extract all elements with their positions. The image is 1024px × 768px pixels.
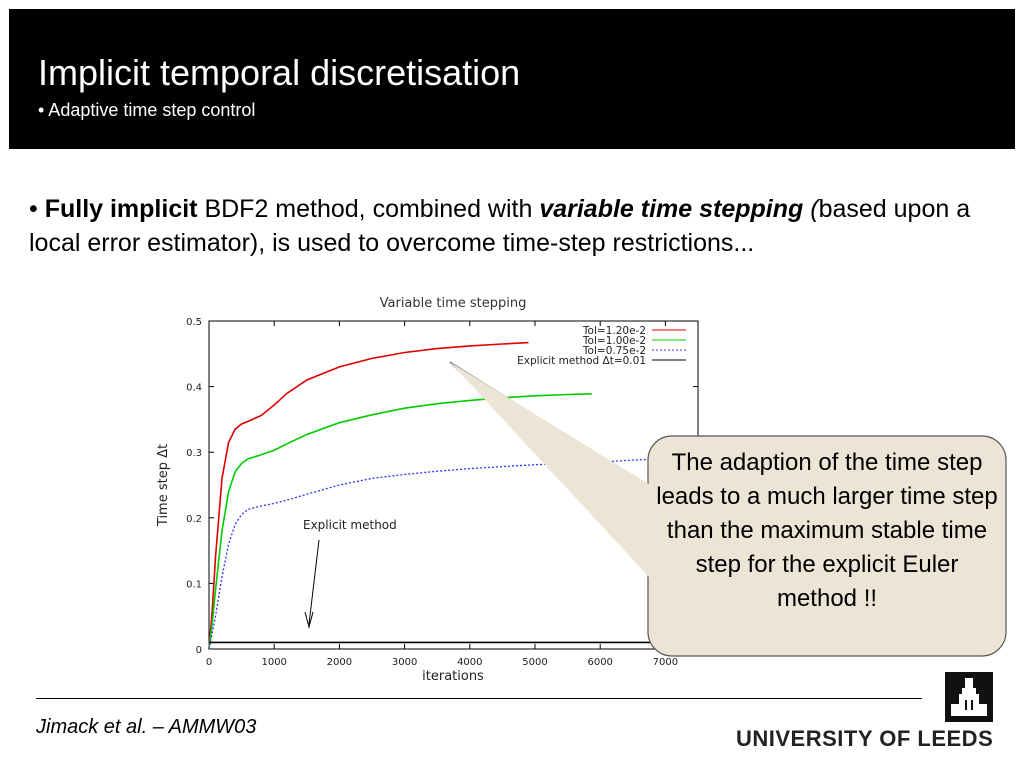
- bullet-bolditalic: variable time stepping: [539, 195, 804, 223]
- y-tick-label: 0.3: [186, 448, 202, 459]
- footer-rule: [36, 698, 922, 699]
- bullet-text-1: BDF2 method, combined with: [197, 195, 540, 223]
- university-logo-icon: [945, 672, 993, 722]
- footer-citation: Jimack et al. – AMMW03: [36, 716, 257, 738]
- bullet-paren: (: [803, 195, 819, 223]
- y-axis-label: Time step Δt: [156, 444, 171, 527]
- x-tick-label: 2000: [327, 657, 352, 668]
- title-bar: [9, 9, 1015, 149]
- x-tick-label: 0: [206, 657, 212, 668]
- legend-label: Tol=0.75e-2: [582, 345, 646, 357]
- y-tick-label: 0.1: [186, 579, 202, 590]
- legend-label: Tol=1.20e-2: [582, 325, 646, 337]
- callout-text: The adaption of the time step leads to a…: [656, 449, 998, 612]
- variable-time-stepping-chart: Variable time stepping 0 1000 2000 3000 4000…: [156, 296, 1007, 684]
- y-tick-label: 0.2: [186, 514, 202, 525]
- bullet-text-3: based upon a local error estimator), is …: [29, 195, 971, 257]
- university-name: UNIVERSITY OF LEEDS: [736, 726, 994, 751]
- x-tick-label: 3000: [392, 657, 417, 668]
- x-tick-label: 5000: [522, 657, 547, 668]
- annotation-arrow: [304, 539, 320, 629]
- bullet-marker: •: [29, 195, 45, 223]
- series-line-3: [208, 456, 692, 650]
- y-tick-label: 0.4: [186, 383, 202, 394]
- x-axis-label: iterations: [422, 669, 484, 684]
- x-tick-label: 6000: [587, 657, 612, 668]
- x-tick-label: 1000: [261, 657, 286, 668]
- legend-label: Tol=1.00e-2: [582, 335, 646, 347]
- explicit-method-annotation: Explicit method: [303, 518, 397, 532]
- legend-label: Explicit method Δt=0.01: [517, 355, 646, 367]
- x-tick-label: 4000: [457, 657, 482, 668]
- slide-title: Implicit temporal discretisation: [38, 52, 521, 93]
- legend: Tol=1.20e-2Tol=1.00e-2Tol=0.75e-2Explici…: [517, 325, 686, 367]
- bullet-text: • Fully implicit BDF2 method, combined w…: [29, 192, 1009, 260]
- slide-subtitle: • Adaptive time step control: [38, 100, 256, 120]
- x-tick-label: 7000: [653, 657, 678, 668]
- axis-ticks: 0 1000 2000 3000 4000 5000 6000 7000 0 0.1 0.2 0.3 0…: [186, 317, 698, 668]
- y-tick-label: 0: [196, 645, 202, 656]
- chart-title: Variable time stepping: [380, 296, 527, 311]
- bullet-bold: Fully implicit: [44, 195, 198, 223]
- y-tick-label: 0.5: [186, 317, 202, 328]
- callout-bubble: The adaption of the time step leads to a…: [449, 361, 1007, 657]
- series-line-1: [208, 341, 529, 650]
